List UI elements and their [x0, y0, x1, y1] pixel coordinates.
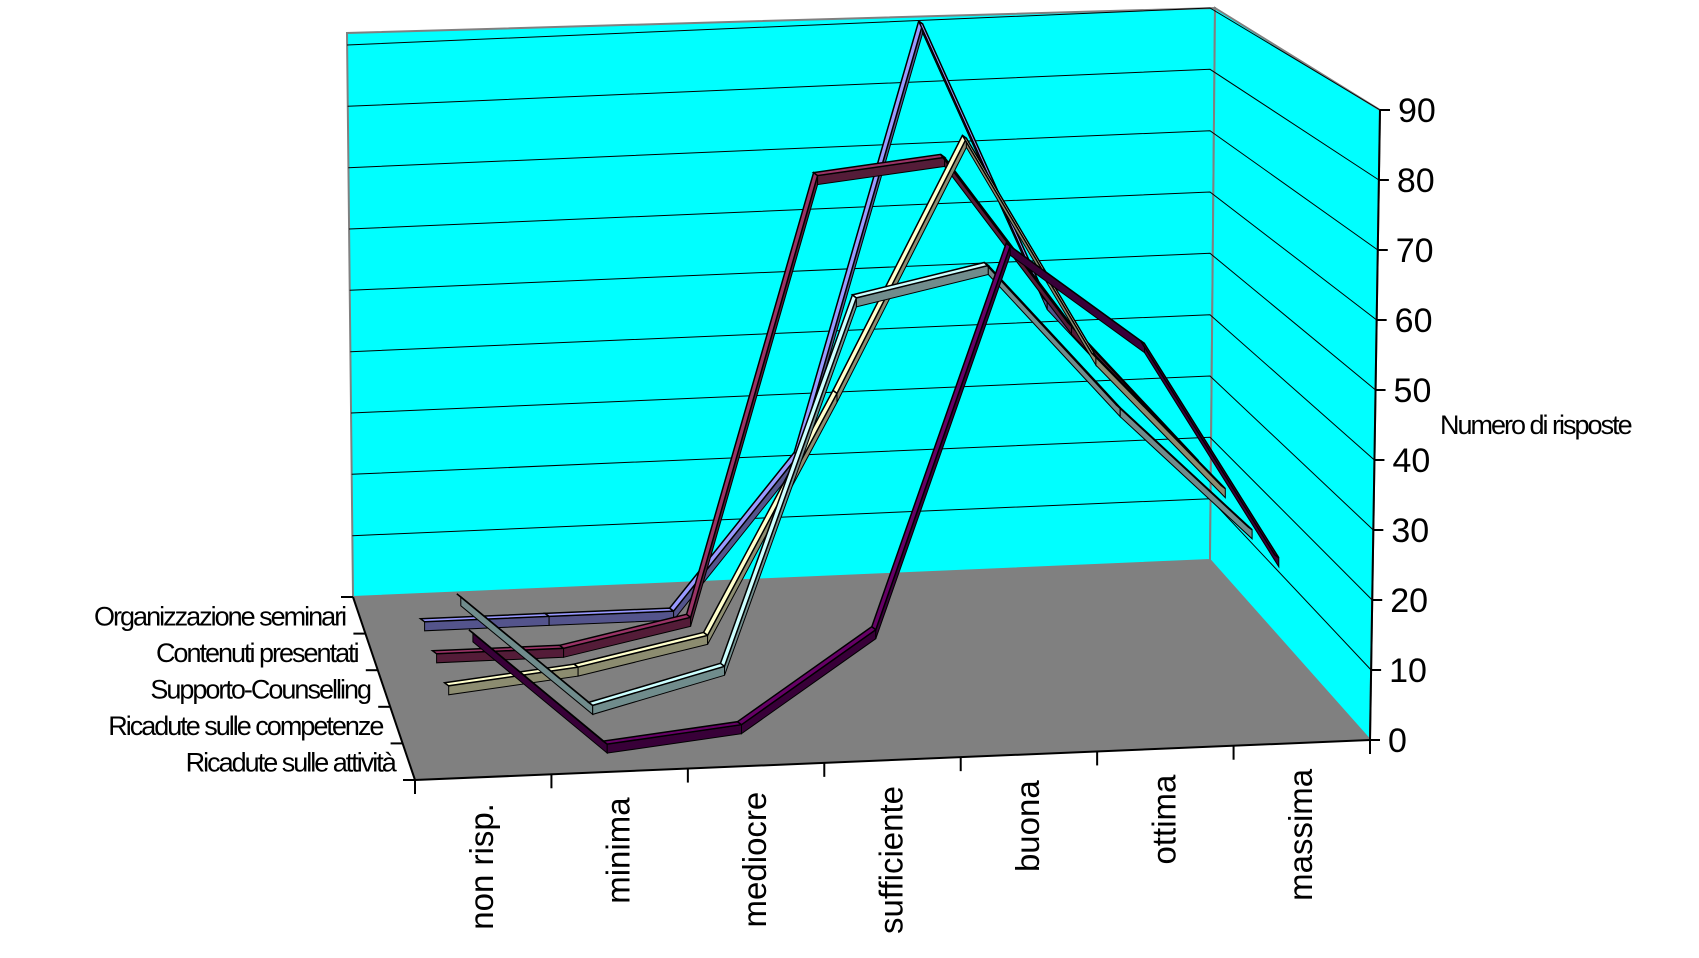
- series-4: [456, 261, 1253, 716]
- gridline: [348, 191, 1378, 321]
- x-tick-label: massima: [1282, 768, 1319, 901]
- gridline: [349, 252, 1376, 391]
- y-tick-label: 30: [1391, 512, 1429, 550]
- series-segment: [1115, 404, 1253, 531]
- x-tick-label: non risp.: [463, 803, 500, 930]
- series-3: [442, 134, 1226, 696]
- series-segment: [1139, 340, 1280, 559]
- series-label: Supporto-Counselling: [150, 675, 371, 705]
- y-tick-label: 50: [1394, 372, 1432, 410]
- y-tick-label: 20: [1390, 582, 1428, 620]
- y-tick-label: 40: [1392, 442, 1430, 480]
- gridline: [350, 375, 1374, 531]
- series-label: Ricadute sulle attività: [186, 748, 398, 778]
- y-tick-label: 80: [1397, 162, 1435, 200]
- x-tick-label: mediocre: [736, 792, 773, 928]
- y-axis: [1369, 109, 1381, 741]
- y-tick-label: 90: [1398, 92, 1436, 130]
- series-label: Organizzazione seminari: [94, 601, 346, 631]
- gridline: [350, 314, 1375, 461]
- y-axis-tick-labels: 0 10 20 30 40 50 60 70 80 90: [1388, 92, 1436, 760]
- gridline: [346, 7, 1381, 111]
- gridline: [348, 130, 1379, 251]
- x-axis-tick-labels: non risp. minima mediocre sufficiente buona o…: [463, 768, 1319, 934]
- gridline: [347, 68, 1380, 181]
- depth-axis: [352, 596, 416, 781]
- x-tick-label: buona: [1009, 780, 1046, 872]
- y-tick-label: 0: [1388, 722, 1407, 760]
- axes: [341, 109, 1390, 794]
- y-tick-label: 60: [1395, 302, 1433, 340]
- series-segment: [1091, 352, 1226, 490]
- series-lines: [418, 19, 1280, 755]
- x-axis: [414, 739, 1371, 781]
- x-tick-label: sufficiente: [873, 786, 910, 934]
- x-tick-label: ottima: [1145, 774, 1182, 865]
- y-tick-label: 70: [1396, 232, 1434, 270]
- series-label: Ricadute sulle competenze: [108, 711, 383, 741]
- y-tick-label: 10: [1389, 652, 1427, 690]
- series-label: Contenuti presentati: [156, 638, 359, 668]
- x-tick-label: minima: [600, 797, 637, 904]
- gridline: [351, 436, 1373, 601]
- series-axis-labels: Organizzazione seminari Contenuti present…: [94, 601, 400, 778]
- y-axis-title: Numero di risposte: [1440, 410, 1632, 440]
- series-5: [468, 241, 1280, 755]
